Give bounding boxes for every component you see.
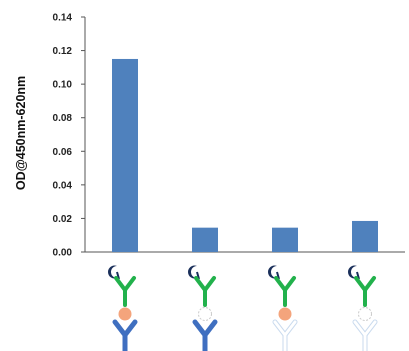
bars — [112, 58, 378, 252]
category-icon-group — [188, 265, 218, 351]
category-icon-group — [108, 265, 138, 351]
antigen-absent-icon — [198, 307, 212, 321]
y-tick-label: 0.10 — [53, 80, 73, 91]
y-tick-label: 0.02 — [53, 214, 73, 225]
category-icon-group — [268, 265, 298, 351]
enzyme-link-icon — [276, 271, 280, 280]
antigen-icon — [118, 307, 132, 321]
y-tick-label: 0.00 — [53, 248, 73, 259]
bar — [112, 58, 138, 252]
capture-antibody-absent-inner-icon — [353, 320, 377, 351]
detection-antibody-icon — [274, 276, 296, 307]
enzyme-label-icon — [108, 265, 117, 279]
category-icons — [108, 265, 378, 351]
y-tick-label: 0.12 — [53, 46, 73, 57]
antigen-absent-icon — [358, 307, 372, 321]
enzyme-link-icon — [196, 271, 200, 280]
bar — [352, 220, 378, 252]
detection-antibody-icon — [114, 276, 136, 307]
y-tick-label: 0.08 — [53, 113, 73, 124]
enzyme-label-icon — [188, 265, 197, 279]
capture-antibody-icon — [112, 319, 138, 351]
y-axis-label: OD@450nm-620nm — [14, 76, 28, 190]
detection-antibody-icon — [194, 276, 216, 307]
enzyme-label-icon — [348, 265, 357, 279]
enzyme-link-icon — [356, 271, 360, 280]
y-tick-label: 0.04 — [53, 180, 73, 191]
category-icon-group — [348, 265, 378, 351]
bar — [192, 227, 218, 252]
capture-antibody-absent-inner-icon — [273, 320, 297, 351]
capture-antibody-icon — [192, 319, 218, 351]
detection-antibody-icon — [354, 276, 376, 307]
y-tick-labels: 0.00 0.02 0.04 0.06 0.08 0.10 0.12 0.14 — [53, 13, 85, 259]
enzyme-link-icon — [116, 271, 120, 280]
axes — [84, 17, 405, 253]
bar — [272, 227, 298, 252]
antigen-icon — [278, 307, 292, 321]
y-tick-label: 0.06 — [53, 147, 73, 158]
enzyme-label-icon — [268, 265, 277, 279]
y-tick-label: 0.14 — [53, 13, 73, 24]
